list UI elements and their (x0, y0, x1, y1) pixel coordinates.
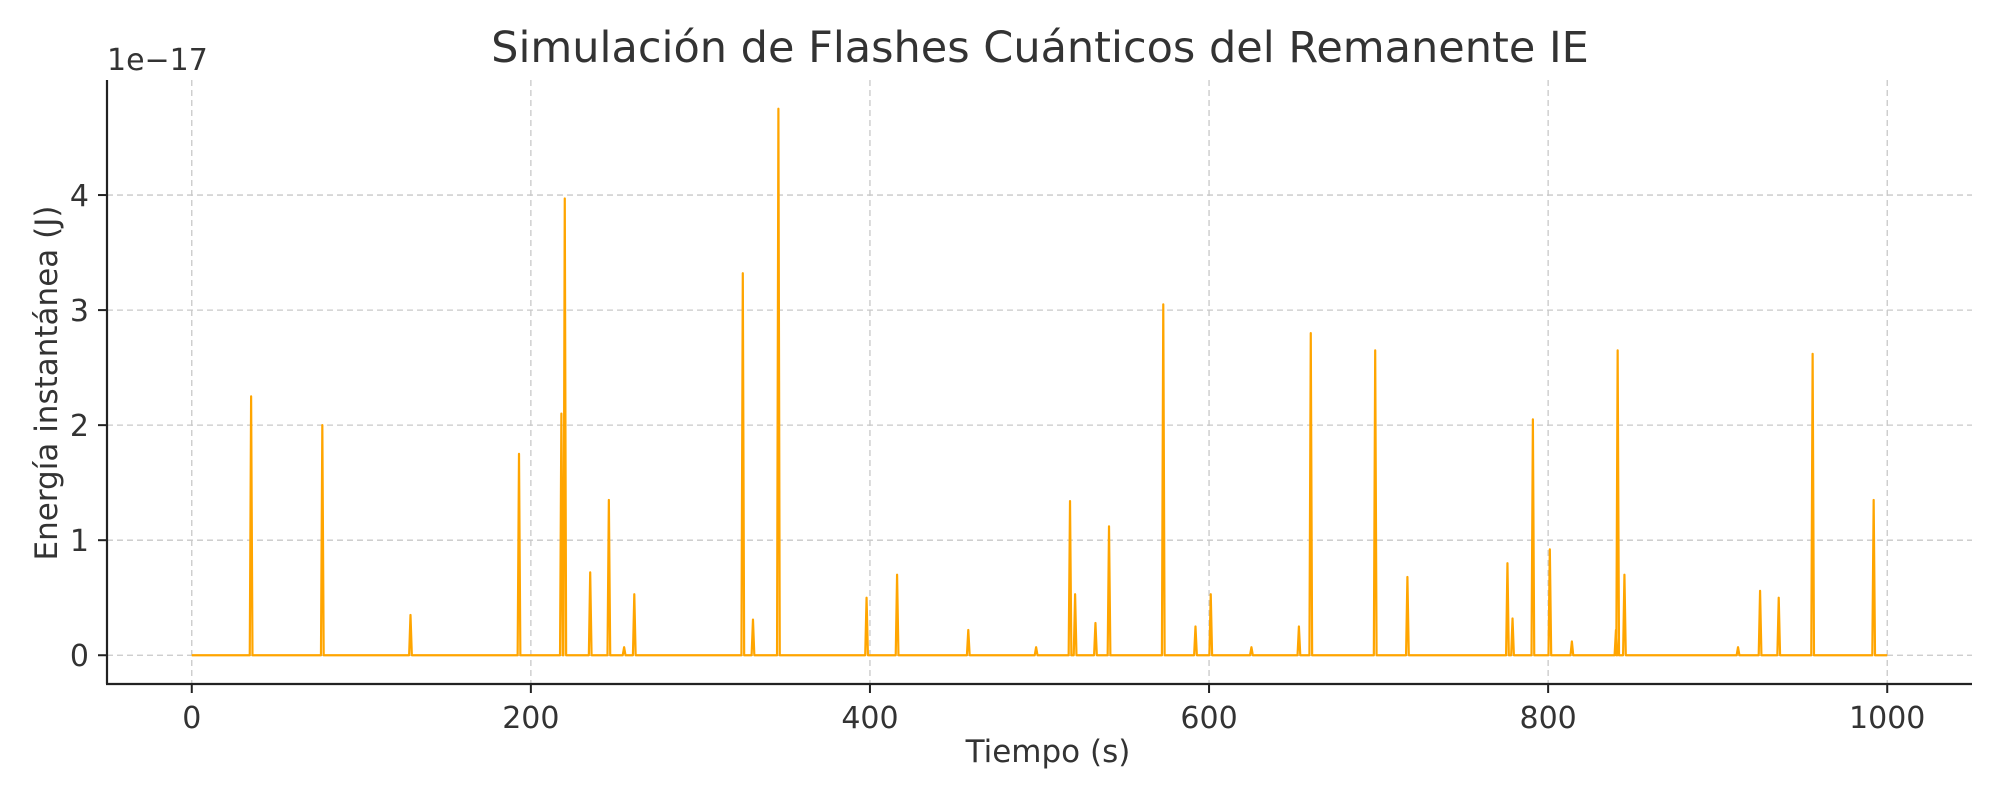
x-tick-label: 600 (1180, 701, 1237, 736)
energy-peak-point (319, 422, 325, 428)
energy-peak-point (1547, 546, 1553, 552)
energy-peak-point (516, 451, 522, 457)
y-axis-label: Energía instantánea (J) (29, 206, 65, 561)
energy-peak-point (1106, 523, 1112, 529)
energy-peak-point (1510, 615, 1516, 621)
x-tick-label: 400 (841, 701, 898, 736)
energy-peak-point (1296, 623, 1302, 629)
energy-peak-point (1092, 620, 1098, 626)
energy-peak-point (1757, 588, 1763, 594)
energy-peak-point (606, 497, 612, 503)
energy-peak-point (1569, 638, 1575, 644)
energy-peak-point (1504, 560, 1510, 566)
energy-peak-point (562, 195, 568, 201)
y-tick-label: 2 (70, 409, 89, 444)
axes (105, 80, 1972, 686)
energy-peak-point (1621, 572, 1627, 578)
energy-peak-point (248, 393, 254, 399)
energy-peak-point (1192, 623, 1198, 629)
energy-peak-point (750, 617, 756, 623)
x-tick-label: 0 (182, 701, 201, 736)
y-tick-label: 3 (70, 294, 89, 329)
x-ticks: 0 200 400 600 800 1000 (182, 684, 1925, 736)
energy-peak-point (1810, 351, 1816, 357)
series-layer (191, 106, 1888, 657)
energy-peak-point (1776, 595, 1782, 601)
energy-peak-point (1735, 644, 1741, 650)
energy-peak-point (775, 106, 781, 112)
x-tick-label: 800 (1520, 701, 1577, 736)
energy-peak-point (1208, 591, 1214, 597)
energy-peak-point (1613, 627, 1619, 633)
energy-peak-point (621, 644, 627, 650)
energy-peak-point (558, 411, 564, 417)
y-tick-label: 4 (70, 179, 89, 214)
energy-peak-point (587, 569, 593, 575)
energy-peak-point (1372, 347, 1378, 353)
energy-peak-point (1033, 644, 1039, 650)
x-tick-label: 200 (502, 701, 559, 736)
energy-peak-point (1404, 574, 1410, 580)
energy-peak-point (1248, 644, 1254, 650)
grid (107, 80, 1972, 684)
energy-peak-point (894, 572, 900, 578)
energy-peak-point (965, 627, 971, 633)
energy-peak-point (1072, 591, 1078, 597)
y-tick-label: 1 (70, 524, 89, 559)
energy-series-line (191, 107, 1888, 657)
y-ticks: 0 1 2 3 4 (70, 179, 107, 674)
energy-peak-point (407, 612, 413, 618)
energy-peak-point (631, 591, 637, 597)
energy-peak-point (740, 270, 746, 276)
chart-title: Simulación de Flashes Cuánticos del Rema… (491, 23, 1589, 73)
energy-peak-point (1530, 416, 1536, 422)
energy-peak-point (1160, 301, 1166, 307)
energy-peak-point (1067, 498, 1073, 504)
y-scale-offset-label: 1e−17 (107, 43, 208, 78)
energy-peak-point (1308, 330, 1314, 336)
energy-peak-point (1871, 497, 1877, 503)
x-tick-label: 1000 (1849, 701, 1925, 736)
x-axis-label: Tiempo (s) (965, 734, 1131, 770)
energy-peak-point (864, 595, 870, 601)
y-tick-label: 0 (70, 639, 89, 674)
energy-peak-point (1615, 347, 1621, 353)
